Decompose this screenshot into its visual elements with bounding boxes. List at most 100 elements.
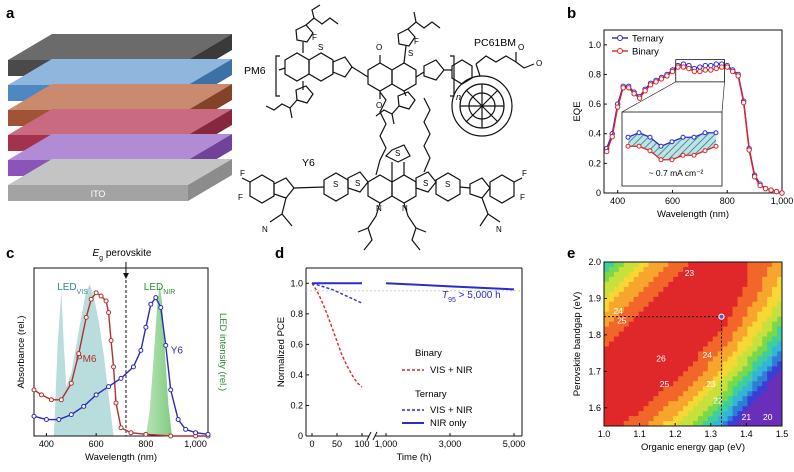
heatmap-cell: [663, 296, 669, 303]
heatmap-cell: [762, 331, 768, 337]
heatmap-cell: [747, 421, 753, 427]
heatmap-cell: [722, 366, 729, 372]
heatmap-cell: [747, 291, 753, 298]
heatmap-cell: [613, 351, 620, 357]
heatmap-cell: [757, 326, 763, 332]
legend-label: Binary: [632, 47, 659, 58]
heatmap-cell: [752, 296, 758, 303]
heatmap-cell: [752, 411, 758, 417]
heatmap-cell: [777, 411, 783, 417]
heatmap-cell: [638, 306, 644, 313]
heatmap-cell: [722, 386, 729, 392]
heatmap-cell: [747, 276, 753, 283]
heatmap-cell: [722, 326, 729, 332]
heatmap-cell: [613, 346, 620, 352]
heatmap-cell: [648, 391, 654, 397]
heatmap-cell: [618, 371, 625, 377]
heatmap-cell: [608, 421, 615, 427]
heatmap-cell: [608, 356, 615, 362]
heatmap-cell: [628, 411, 635, 417]
heatmap-cell: [688, 351, 694, 357]
heatmap-cell: [668, 291, 674, 298]
heatmap-cell: [663, 371, 669, 377]
heatmap-cell: [643, 381, 649, 387]
heatmap-cell: [648, 281, 654, 288]
heatmap-cell: [757, 296, 763, 303]
heatmap-cell: [772, 266, 778, 273]
heatmap-cell: [752, 266, 758, 273]
heatmap-cell: [673, 401, 679, 407]
heatmap-cell: [752, 376, 758, 382]
heatmap-cell: [613, 316, 620, 323]
heatmap-cell: [653, 336, 659, 342]
heatmap-cell: [772, 336, 778, 342]
heatmap-cell: [752, 271, 758, 278]
plot-frame: [603, 29, 783, 194]
y6-structure: [241, 91, 523, 251]
x-tick-label: 100: [354, 439, 369, 449]
heatmap-cell: [683, 301, 689, 308]
heatmap-cell: [633, 271, 640, 278]
heatmap-cell: [668, 396, 674, 402]
heatmap-cell: [643, 356, 649, 362]
heatmap-cell: [668, 341, 674, 347]
heatmap-cell: [757, 391, 763, 397]
heatmap-cell: [604, 266, 610, 273]
heatmap-cell: [683, 386, 689, 392]
heatmap-cell: [638, 396, 644, 402]
heatmap-cell: [727, 341, 733, 347]
heatmap-cell: [604, 346, 610, 352]
heatmap-cell: [707, 271, 714, 278]
x-tick-label: 800: [138, 439, 153, 449]
heatmap-cell: [643, 341, 649, 347]
heatmap-cell: [693, 291, 699, 298]
heatmap-cell: [678, 336, 684, 342]
heatmap-cell: [762, 401, 768, 407]
heatmap-cell: [693, 321, 699, 328]
x-tick-label: 50: [332, 439, 342, 449]
heatmap-cell: [757, 361, 763, 367]
heatmap-cell: [732, 281, 738, 288]
heatmap-cell: [772, 281, 778, 288]
heatmap-cell: [658, 336, 664, 342]
heatmap-cell: [693, 306, 699, 313]
heatmap-cell: [742, 416, 748, 422]
data-point: [614, 104, 621, 110]
heatmap-cell: [722, 396, 729, 402]
heatmap-cell: [683, 306, 689, 313]
heatmap-cell: [683, 406, 689, 412]
heatmap-cell: [722, 311, 729, 318]
heatmap-cell: [663, 401, 669, 407]
heatmap-cell: [648, 321, 654, 328]
heatmap-cell: [727, 401, 733, 407]
heatmap-cell: [732, 331, 738, 337]
data-point: [76, 351, 82, 357]
heatmap-cell: [604, 351, 610, 357]
heatmap-cell: [658, 386, 664, 392]
layer-front-face: [8, 185, 188, 201]
heatmap-cell: [752, 281, 758, 288]
heatmap-cell: [678, 381, 684, 387]
heatmap-cell: [653, 301, 659, 308]
heatmap-cell: [608, 386, 615, 392]
heatmap-cell: [604, 331, 610, 337]
heatmap-cell: [762, 271, 768, 278]
heatmap-cell: [663, 331, 669, 337]
heatmap-cell: [693, 286, 699, 293]
heatmap-cell: [762, 262, 768, 268]
heatmap-cell: [638, 361, 644, 367]
heatmap-cell: [673, 411, 679, 417]
heatmap-cell: [702, 291, 709, 298]
data-point: [138, 347, 144, 353]
heatmap-cell: [722, 271, 729, 278]
heatmap-cell: [717, 271, 724, 278]
heatmap-cell: [722, 371, 729, 377]
heatmap-cell: [663, 386, 669, 392]
heatmap-cell: [678, 401, 684, 407]
heatmap-cell: [712, 311, 719, 318]
heatmap-cell: [752, 346, 758, 352]
heatmap-cell: [683, 391, 689, 397]
heatmap-cell: [747, 316, 753, 323]
inset-point: [625, 143, 631, 149]
heatmap-cell: [772, 421, 778, 427]
